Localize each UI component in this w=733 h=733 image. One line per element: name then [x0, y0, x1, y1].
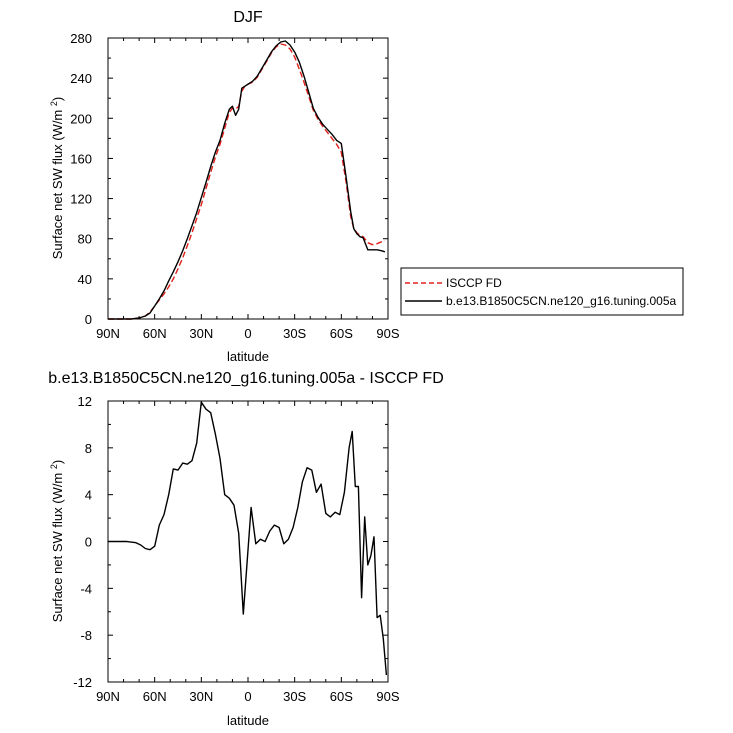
bottom-y-tick-label: -8 [80, 628, 92, 643]
top-x-tick-label: 60S [330, 326, 353, 341]
bottom-y-tick-label: 12 [78, 394, 92, 409]
top-x-tick-label: 30N [189, 326, 213, 341]
legend-label-model: b.e13.B1850C5CN.ne120_g16.tuning.005a [446, 294, 677, 308]
bottom-y-tick-label: 4 [85, 488, 92, 503]
top-series-group [108, 40, 386, 320]
bottom-x-tick-label: 30S [283, 689, 306, 704]
bottom-series-group [108, 401, 388, 676]
top-ticks: 90N 60N 30N 0 30S 60S 90S 0 40 80 120 160 200 240 280 [70, 31, 400, 341]
bottom-y-tick-label: 0 [85, 535, 92, 550]
top-y-axis-label: Surface net SW flux (W/m 2) [49, 97, 65, 260]
bottom-x-tick-label: 90S [376, 689, 399, 704]
top-y-tick-label: 80 [78, 232, 92, 247]
top-y-tick-label: 40 [78, 272, 92, 287]
top-panel-title: DJF [233, 9, 263, 26]
legend-box [400, 267, 684, 316]
bottom-series-line-0 [108, 401, 388, 676]
bottom-x-tick-label: 30N [189, 689, 213, 704]
top-panel: DJF 90N 60N 30N 0 30S 60S 90S 0 40 80 120 160 200 240… [49, 9, 684, 364]
bottom-x-tick-label: 60N [143, 689, 167, 704]
top-x-tick-label: 0 [244, 326, 251, 341]
top-x-tick-label: 60N [143, 326, 167, 341]
top-y-tick-label: 120 [70, 192, 92, 207]
top-y-tick-label: 240 [70, 71, 92, 86]
bottom-y-tick-label: -4 [80, 581, 92, 596]
top-x-tick-label: 30S [283, 326, 306, 341]
top-y-tick-label: 200 [70, 111, 92, 126]
bottom-x-tick-label: 90N [96, 689, 120, 704]
bottom-panel-title: b.e13.B1850C5CN.ne120_g16.tuning.005a - … [48, 370, 444, 387]
top-y-tick-label: 160 [70, 151, 92, 166]
bottom-x-axis-label: latitude [227, 713, 269, 728]
legend: ISCCP FD b.e13.B1850C5CN.ne120_g16.tunin… [400, 267, 684, 316]
legend-label-isccp: ISCCP FD [446, 276, 502, 290]
top-x-tick-label: 90S [376, 326, 399, 341]
bottom-y-tick-label: -12 [73, 675, 92, 690]
top-y-tick-label: 0 [85, 312, 92, 327]
bottom-y-axis-label: Surface net SW flux (W/m 2) [49, 460, 65, 623]
bottom-x-tick-label: 60S [330, 689, 353, 704]
top-x-axis-label: latitude [227, 349, 269, 364]
top-y-tick-label: 280 [70, 31, 92, 46]
bottom-y-tick-label: 8 [85, 441, 92, 456]
top-series-line-1 [108, 40, 386, 320]
bottom-ticks: 90N 60N 30N 0 30S 60S 90S -12 -8 -4 0 4 8 12 [73, 394, 400, 704]
top-x-tick-label: 90N [96, 326, 120, 341]
bottom-panel: b.e13.B1850C5CN.ne120_g16.tuning.005a - … [48, 370, 444, 728]
bottom-x-tick-label: 0 [244, 689, 251, 704]
